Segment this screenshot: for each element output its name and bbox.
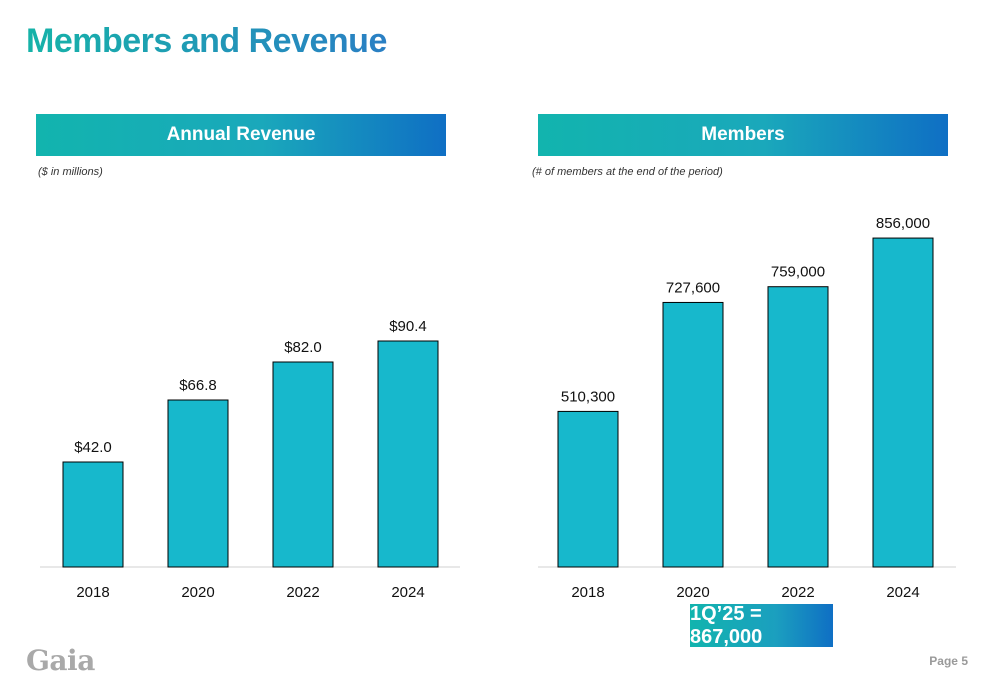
- members-bar-chart: 510,300 2018 727,600 2020 759,000 2022 856,000…: [538, 215, 956, 601]
- revenue-tick-label: 2022: [286, 584, 319, 601]
- members-tick-label: 2024: [886, 584, 919, 601]
- revenue-data-label: $42.0: [74, 439, 112, 456]
- members-data-label: 856,000: [876, 215, 930, 232]
- members-bar-2024: [872, 237, 934, 568]
- members-tick-label: 2018: [571, 584, 604, 601]
- revenue-bar-chart: $42.0 2018 $66.8 2020 $82.0 2022 $90.4 2024: [40, 318, 460, 601]
- revenue-chart-title: Annual Revenue: [36, 114, 446, 156]
- revenue-chart-subtitle: ($ in millions): [38, 166, 103, 178]
- revenue-tick-label: 2024: [391, 584, 424, 601]
- revenue-tick-label: 2020: [181, 584, 214, 601]
- gaia-logo: Gaia: [26, 644, 95, 677]
- revenue-bar-2024: [377, 340, 439, 568]
- members-tick-label: 2022: [781, 584, 814, 601]
- members-tick-label: 2020: [676, 584, 709, 601]
- members-data-label: 727,600: [666, 279, 720, 296]
- members-chart-title: Members: [538, 114, 948, 156]
- page-title: Members and Revenue: [26, 22, 387, 60]
- members-data-label: 759,000: [771, 264, 825, 281]
- members-chart-subtitle: (# of members at the end of the period): [532, 166, 723, 178]
- q1-members-badge: 1Q’25 = 867,000: [690, 603, 833, 648]
- revenue-bar-2022: [272, 361, 334, 568]
- members-bar-2020: [662, 301, 724, 568]
- revenue-bar-2018: [62, 461, 124, 568]
- members-bar-2018: [557, 410, 619, 568]
- page-number: Page 5: [929, 654, 968, 668]
- revenue-data-label: $82.0: [284, 339, 322, 356]
- revenue-data-label: $90.4: [389, 318, 427, 335]
- revenue-tick-label: 2018: [76, 584, 109, 601]
- revenue-data-label: $66.8: [179, 377, 217, 394]
- members-data-label: 510,300: [561, 388, 615, 405]
- members-bar-2022: [767, 286, 829, 568]
- revenue-bar-2020: [167, 399, 229, 568]
